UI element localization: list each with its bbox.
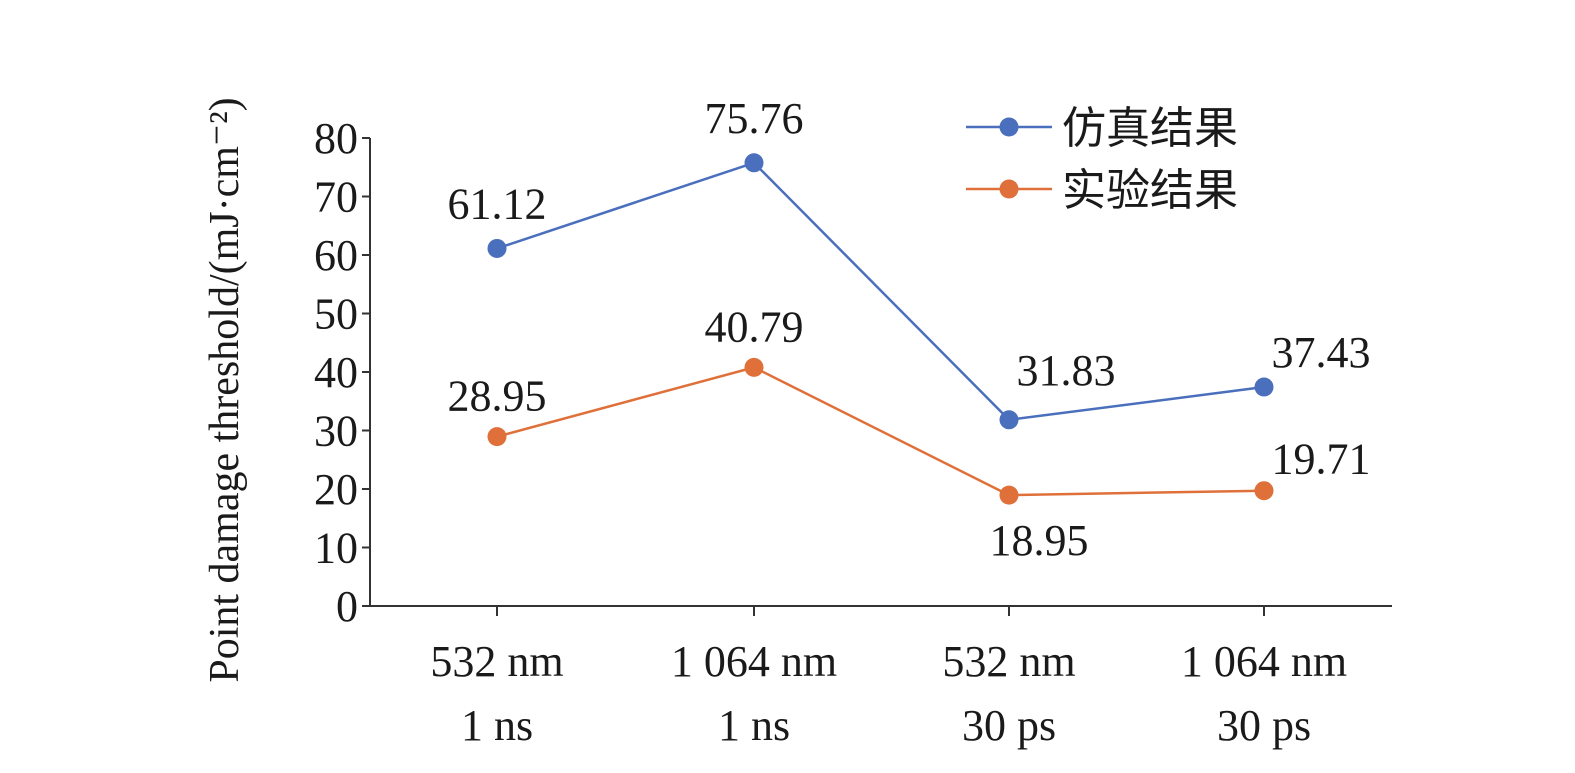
data-point <box>744 357 764 377</box>
data-label: 40.79 <box>705 302 804 351</box>
series-1: 61.12 75.76 31.83 37.43 <box>448 94 1371 430</box>
x-category-label-line: 1 ns <box>461 701 533 750</box>
data-label: 18.95 <box>990 516 1089 565</box>
data-label: 37.43 <box>1272 328 1371 377</box>
x-category-label: 532 nm 30 ps <box>942 637 1075 750</box>
x-category-label: 1 064 nm 30 ps <box>1181 637 1347 750</box>
legend-marker <box>999 117 1019 137</box>
x-category-label-line: 30 ps <box>962 701 1056 750</box>
y-tick-label: 30 <box>314 407 358 456</box>
y-axis-title: Point damage threshold/(mJ·cm⁻²) <box>202 97 248 682</box>
data-point <box>744 153 764 173</box>
x-category-label: 1 064 nm 1 ns <box>671 637 837 750</box>
data-label: 75.76 <box>705 94 804 143</box>
series-layer: 61.12 75.76 31.83 37.43 28.95 40.79 18.95 19.71 <box>448 94 1371 565</box>
data-point <box>999 485 1019 505</box>
legend-marker <box>999 179 1019 199</box>
data-label: 19.71 <box>1272 435 1371 484</box>
y-tick-label: 0 <box>336 582 358 631</box>
data-point <box>999 410 1019 430</box>
data-label: 61.12 <box>448 179 547 228</box>
x-category-label-line: 1 ns <box>718 701 790 750</box>
x-category-label-line: 30 ps <box>1217 701 1311 750</box>
data-point <box>1254 481 1274 501</box>
y-tick-label: 20 <box>314 465 358 514</box>
legend-label: 仿真结果 <box>1062 104 1238 153</box>
y-tick-label: 50 <box>314 290 358 339</box>
data-point <box>487 427 507 447</box>
x-category-label-line: 532 nm <box>430 637 563 686</box>
x-category-label-line: 1 064 nm <box>1181 637 1347 686</box>
data-label: 28.95 <box>448 372 547 421</box>
data-point <box>487 238 507 258</box>
legend-label: 实验结果 <box>1062 166 1238 215</box>
series-2: 28.95 40.79 18.95 19.71 <box>448 302 1371 565</box>
x-category-label: 532 nm 1 ns <box>430 637 563 750</box>
data-point <box>1254 377 1274 397</box>
y-tick-label: 40 <box>314 348 358 397</box>
y-tick-label: 10 <box>314 524 358 573</box>
y-tick-label: 80 <box>314 114 358 163</box>
y-tick-label: 60 <box>314 231 358 280</box>
series-line <box>496 366 1265 497</box>
x-category-label-line: 532 nm <box>942 637 1075 686</box>
y-tick-label: 70 <box>314 173 358 222</box>
y-axis-ticks: 0 10 20 30 40 50 60 70 80 <box>314 114 370 631</box>
data-label: 31.83 <box>1017 346 1116 395</box>
series-line <box>496 161 1265 422</box>
x-category-label-line: 1 064 nm <box>671 637 837 686</box>
